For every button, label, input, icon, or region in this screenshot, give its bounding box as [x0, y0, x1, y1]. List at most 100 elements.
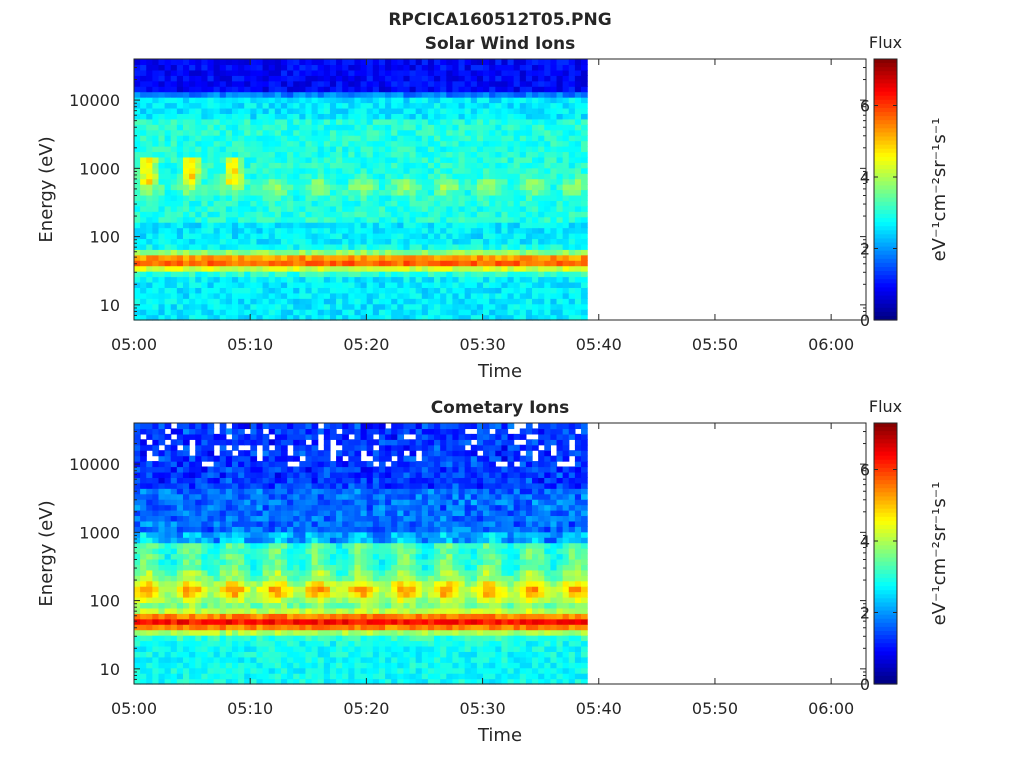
spectrogram-cell: [568, 200, 576, 207]
spectrogram-cell: [207, 586, 215, 593]
spectrogram-cell: [268, 287, 276, 294]
spectrogram-cell: [268, 135, 276, 142]
spectrogram-cell: [476, 97, 484, 104]
spectrogram-cell: [170, 558, 178, 565]
spectrogram-cell: [140, 510, 147, 517]
spectrogram-cell: [238, 586, 245, 593]
spectrogram-cell: [250, 287, 258, 294]
spectrogram-cell: [354, 194, 362, 201]
spectrogram-cell: [556, 222, 564, 229]
spectrogram-cell: [421, 167, 429, 174]
spectrogram-cell: [280, 510, 288, 517]
spectrogram-cell: [287, 97, 294, 104]
spectrogram-cell: [476, 69, 484, 76]
spectrogram-cell: [207, 580, 215, 587]
spectrogram-cell: [501, 309, 509, 316]
spectrogram-cell: [476, 184, 484, 191]
spectrogram-cell: [329, 140, 337, 147]
spectrogram-cell: [189, 146, 196, 153]
spectrogram-cell: [152, 238, 160, 245]
spectrogram-cell: [329, 156, 337, 163]
spectrogram-cell: [446, 75, 454, 82]
spectrogram-cell: [262, 586, 270, 593]
spectrogram-cell: [158, 515, 166, 522]
spectrogram-cell: [348, 97, 356, 104]
spectrogram-cell: [427, 227, 435, 234]
spectrogram-cell: [164, 59, 172, 66]
spectrogram-cell: [195, 222, 202, 229]
spectrogram-cell: [256, 591, 264, 598]
spectrogram-cell: [207, 107, 215, 114]
spectrogram-cell: [464, 211, 472, 218]
spectrogram-cell: [250, 146, 258, 153]
spectrogram-cell: [287, 591, 294, 598]
x-tick-label: 05:30: [460, 335, 506, 354]
spectrogram-cell: [434, 162, 441, 169]
spectrogram-cell: [397, 113, 405, 120]
spectrogram-cell: [201, 602, 209, 609]
spectrogram-cell: [317, 200, 325, 207]
spectrogram-cell: [250, 124, 258, 131]
spectrogram-cell: [385, 173, 392, 180]
spectrogram-cell: [134, 80, 141, 87]
spectrogram-cell: [409, 292, 417, 299]
spectrogram-cell: [231, 428, 239, 435]
spectrogram-cell: [201, 515, 209, 522]
spectrogram-cell: [262, 461, 270, 468]
spectrogram-cell: [158, 526, 166, 533]
spectrogram-cell: [182, 439, 190, 446]
spectrogram-cell: [556, 194, 564, 201]
spectrogram-cell: [532, 156, 539, 163]
spectrogram-cell: [213, 548, 221, 555]
spectrogram-cell: [268, 597, 276, 604]
spectrogram-cell: [225, 553, 233, 560]
spectrogram-cell: [219, 575, 227, 582]
spectrogram-cell: [409, 222, 417, 229]
spectrogram-cell: [176, 602, 184, 609]
spectrogram-cell: [182, 542, 190, 549]
spectrogram-cell: [458, 227, 466, 234]
spectrogram-cell: [513, 281, 521, 288]
spectrogram-cell: [464, 260, 472, 267]
spectrogram-cell: [262, 580, 270, 587]
spectrogram-cell: [176, 564, 184, 571]
spectrogram-cell: [495, 91, 503, 98]
spectrogram-cell: [385, 124, 392, 131]
spectrogram-cell: [176, 303, 184, 310]
spectrogram-cell: [568, 173, 576, 180]
spectrogram-cell: [213, 515, 221, 522]
spectrogram-cell: [244, 613, 251, 620]
spectrogram-cell: [348, 205, 356, 212]
spectrogram-cell: [452, 238, 460, 245]
spectrogram-cell: [219, 260, 227, 267]
spectrogram-cell: [556, 211, 564, 218]
spectrogram-cell: [219, 504, 227, 511]
spectrogram-cell: [219, 222, 227, 229]
spectrogram-cell: [152, 515, 160, 522]
spectrogram-cell: [140, 526, 147, 533]
spectrogram-cell: [225, 607, 233, 614]
spectrogram-cell: [378, 287, 386, 294]
spectrogram-cell: [409, 97, 417, 104]
spectrogram-cell: [299, 298, 307, 305]
spectrogram-cell: [274, 97, 282, 104]
spectrogram-cell: [176, 542, 184, 549]
spectrogram-cell: [434, 173, 441, 180]
spectrogram-cell: [207, 260, 215, 267]
spectrogram-cell: [280, 287, 288, 294]
spectrogram-cell: [274, 629, 282, 636]
spectrogram-cell: [342, 281, 349, 288]
spectrogram-cell: [274, 526, 282, 533]
spectrogram-cell: [146, 314, 153, 321]
spectrogram-cell: [440, 59, 447, 66]
spectrogram-cell: [415, 59, 423, 66]
spectrogram-cell: [421, 59, 429, 66]
spectrogram-cell: [293, 80, 300, 87]
spectrogram-cell: [244, 640, 251, 647]
spectrogram-cell: [170, 292, 178, 299]
spectrogram-cell: [421, 233, 429, 240]
y-axis-label: Energy (eV): [36, 136, 57, 242]
spectrogram-cell: [464, 233, 472, 240]
spectrogram-cell: [182, 662, 190, 669]
spectrogram-cell: [280, 471, 288, 478]
